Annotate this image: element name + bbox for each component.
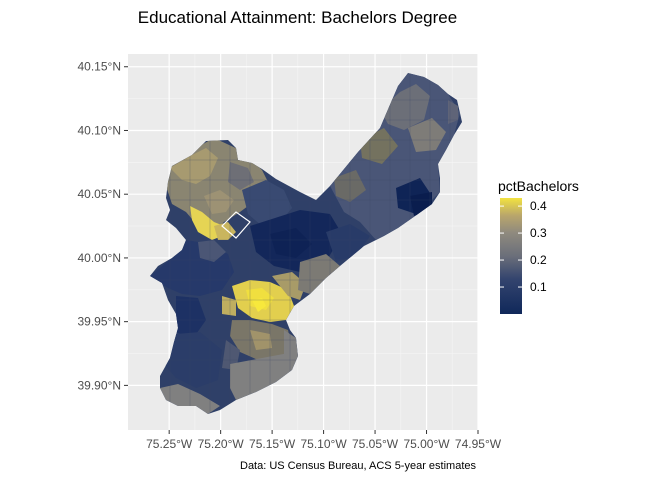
x-tick-label: 75.25°W xyxy=(146,437,193,451)
legend-colorbar xyxy=(500,198,522,314)
y-tick-label: 40.15°N xyxy=(78,60,122,74)
legend-tick-label: 0.1 xyxy=(530,280,547,294)
y-tick-label: 39.95°N xyxy=(78,315,122,329)
legend: pctBachelors 0.1 0.2 0.3 0.4 xyxy=(498,178,579,314)
legend-tick-label: 0.2 xyxy=(530,253,547,267)
x-tick-label: 75.10°W xyxy=(301,437,348,451)
legend-title: pctBachelors xyxy=(498,178,579,194)
y-tick-label: 40.05°N xyxy=(78,187,122,201)
highlighted-tract-outline xyxy=(221,211,251,239)
x-axis: 75.25°W 75.20°W 75.15°W 75.10°W 75.05°W 75.00… xyxy=(146,430,502,451)
x-tick-label: 75.05°W xyxy=(352,437,399,451)
legend-tick-label: 0.3 xyxy=(530,226,547,240)
chart-title: Educational Attainment: Bachelors Degree xyxy=(137,8,458,27)
legend-tick-label: 0.4 xyxy=(530,199,547,213)
y-axis: 39.90°N 39.95°N 40.00°N 40.05°N 40.10°N 40.15… xyxy=(78,60,128,392)
data-source-caption: Data: US Census Bureau, ACS 5-year estim… xyxy=(240,460,476,472)
x-tick-label: 74.95°W xyxy=(455,437,502,451)
y-tick-label: 40.00°N xyxy=(78,251,122,265)
x-tick-label: 75.20°W xyxy=(198,437,245,451)
x-tick-label: 75.15°W xyxy=(249,437,296,451)
y-tick-label: 39.90°N xyxy=(78,378,122,392)
y-tick-label: 40.10°N xyxy=(78,123,122,137)
x-tick-label: 75.00°W xyxy=(403,437,450,451)
